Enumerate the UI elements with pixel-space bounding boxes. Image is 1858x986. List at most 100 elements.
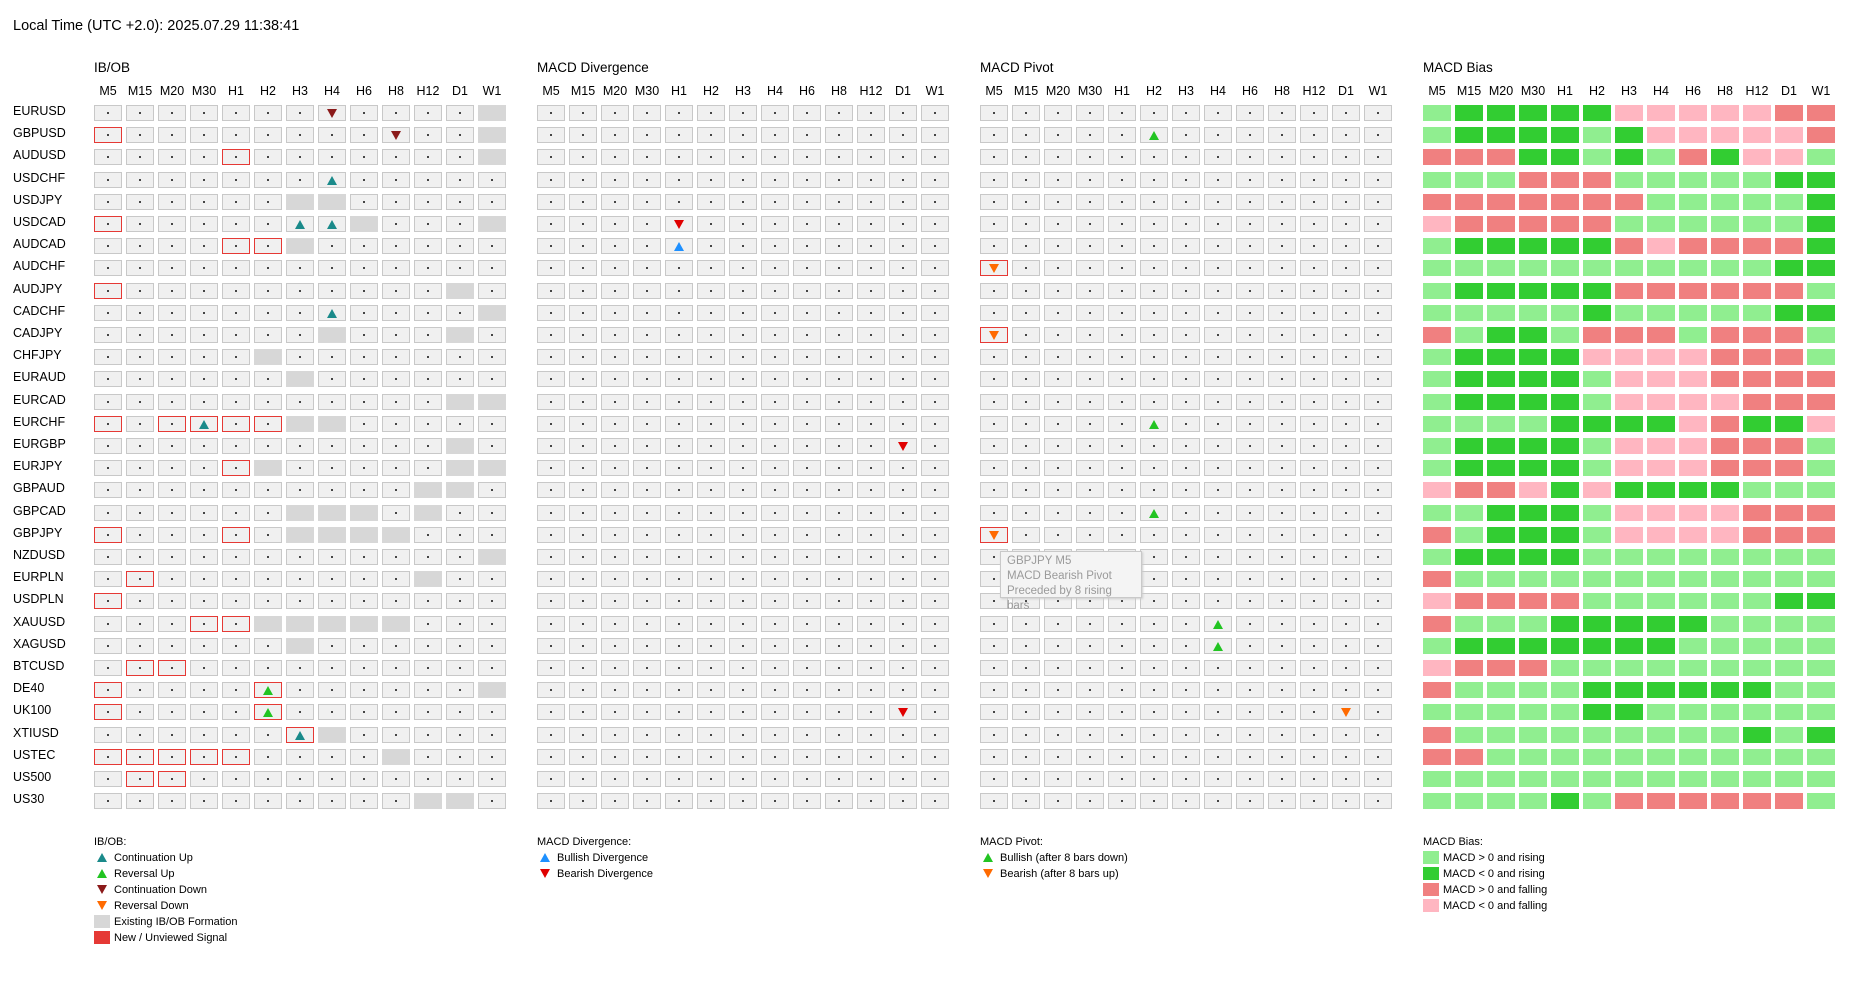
- ibob-cell[interactable]: [158, 260, 186, 277]
- div-cell[interactable]: [665, 304, 693, 321]
- ibob-cell[interactable]: [446, 105, 474, 121]
- bias-cell[interactable]: [1647, 660, 1675, 676]
- div-cell[interactable]: [601, 415, 629, 432]
- bias-cell[interactable]: [1743, 571, 1771, 588]
- pivot-cell[interactable]: [1044, 438, 1072, 454]
- ibob-cell[interactable]: [446, 327, 474, 343]
- bias-cell[interactable]: [1615, 282, 1643, 299]
- ibob-cell[interactable]: [254, 238, 282, 255]
- pivot-cell[interactable]: [1108, 371, 1136, 388]
- pivot-cell[interactable]: [1140, 216, 1168, 232]
- div-cell[interactable]: [889, 393, 917, 410]
- div-cell[interactable]: [729, 349, 757, 366]
- div-cell[interactable]: [761, 726, 789, 743]
- div-cell[interactable]: [729, 304, 757, 321]
- div-cell[interactable]: [665, 260, 693, 277]
- div-cell[interactable]: [697, 282, 725, 299]
- ibob-cell[interactable]: [350, 660, 378, 676]
- bias-cell[interactable]: [1647, 193, 1675, 210]
- bias-cell[interactable]: [1519, 593, 1547, 610]
- bias-cell[interactable]: [1775, 682, 1803, 699]
- div-cell[interactable]: [729, 438, 757, 454]
- div-cell[interactable]: [729, 415, 757, 432]
- div-cell[interactable]: [761, 748, 789, 765]
- bias-cell[interactable]: [1647, 549, 1675, 565]
- bias-cell[interactable]: [1679, 171, 1707, 188]
- bias-cell[interactable]: [1807, 704, 1835, 721]
- pivot-cell[interactable]: [1076, 793, 1104, 810]
- bias-cell[interactable]: [1807, 349, 1835, 366]
- bias-cell[interactable]: [1487, 748, 1515, 765]
- div-cell[interactable]: [921, 415, 949, 432]
- ibob-cell[interactable]: [94, 504, 122, 521]
- ibob-cell[interactable]: [254, 304, 282, 321]
- pivot-cell[interactable]: [980, 393, 1008, 410]
- bias-cell[interactable]: [1807, 105, 1835, 121]
- ibob-cell[interactable]: [158, 304, 186, 321]
- bias-cell[interactable]: [1647, 571, 1675, 588]
- bias-cell[interactable]: [1743, 504, 1771, 521]
- pivot-cell[interactable]: [1012, 171, 1040, 188]
- ibob-cell[interactable]: [222, 304, 250, 321]
- pivot-cell[interactable]: [1236, 748, 1264, 765]
- bias-cell[interactable]: [1519, 415, 1547, 432]
- pivot-cell[interactable]: [1172, 682, 1200, 699]
- ibob-cell[interactable]: [254, 482, 282, 499]
- ibob-cell[interactable]: [190, 304, 218, 321]
- ibob-cell[interactable]: [286, 549, 314, 565]
- bias-cell[interactable]: [1583, 438, 1611, 454]
- bias-cell[interactable]: [1775, 238, 1803, 255]
- ibob-cell[interactable]: [190, 127, 218, 144]
- div-cell[interactable]: [633, 660, 661, 676]
- div-cell[interactable]: [697, 571, 725, 588]
- pivot-cell[interactable]: [1140, 549, 1168, 565]
- div-cell[interactable]: [697, 105, 725, 121]
- bias-cell[interactable]: [1551, 571, 1579, 588]
- pivot-cell[interactable]: [1268, 193, 1296, 210]
- bias-cell[interactable]: [1423, 415, 1451, 432]
- ibob-cell[interactable]: [286, 415, 314, 432]
- pivot-cell[interactable]: [1076, 482, 1104, 499]
- div-cell[interactable]: [697, 504, 725, 521]
- pivot-cell[interactable]: [1140, 726, 1168, 743]
- pivot-cell[interactable]: [1332, 415, 1360, 432]
- ibob-cell[interactable]: [382, 415, 410, 432]
- pivot-cell[interactable]: [1076, 327, 1104, 343]
- bias-cell[interactable]: [1455, 327, 1483, 343]
- div-cell[interactable]: [729, 571, 757, 588]
- ibob-cell[interactable]: [318, 726, 346, 743]
- pivot-cell[interactable]: [1300, 238, 1328, 255]
- bias-cell[interactable]: [1711, 238, 1739, 255]
- div-cell[interactable]: [729, 704, 757, 721]
- pivot-cell[interactable]: [1172, 105, 1200, 121]
- ibob-cell[interactable]: [382, 282, 410, 299]
- ibob-cell[interactable]: [446, 704, 474, 721]
- div-cell[interactable]: [857, 704, 885, 721]
- div-cell[interactable]: [761, 504, 789, 521]
- pivot-cell[interactable]: [1332, 793, 1360, 810]
- ibob-cell[interactable]: [446, 504, 474, 521]
- ibob-cell[interactable]: [414, 504, 442, 521]
- pivot-cell[interactable]: [1236, 238, 1264, 255]
- ibob-cell[interactable]: [478, 238, 506, 255]
- ibob-cell[interactable]: [382, 549, 410, 565]
- pivot-cell[interactable]: [1300, 193, 1328, 210]
- bias-cell[interactable]: [1455, 238, 1483, 255]
- ibob-cell[interactable]: [94, 415, 122, 432]
- div-cell[interactable]: [857, 304, 885, 321]
- ibob-cell[interactable]: [382, 771, 410, 787]
- div-cell[interactable]: [665, 193, 693, 210]
- bias-cell[interactable]: [1679, 615, 1707, 632]
- ibob-cell[interactable]: [350, 549, 378, 565]
- div-cell[interactable]: [601, 349, 629, 366]
- div-cell[interactable]: [793, 793, 821, 810]
- bias-cell[interactable]: [1743, 593, 1771, 610]
- ibob-cell[interactable]: [222, 637, 250, 654]
- pivot-cell[interactable]: [1108, 504, 1136, 521]
- ibob-cell[interactable]: [350, 615, 378, 632]
- div-cell[interactable]: [857, 615, 885, 632]
- div-cell[interactable]: [569, 127, 597, 144]
- ibob-cell[interactable]: [126, 327, 154, 343]
- div-cell[interactable]: [921, 704, 949, 721]
- bias-cell[interactable]: [1551, 216, 1579, 232]
